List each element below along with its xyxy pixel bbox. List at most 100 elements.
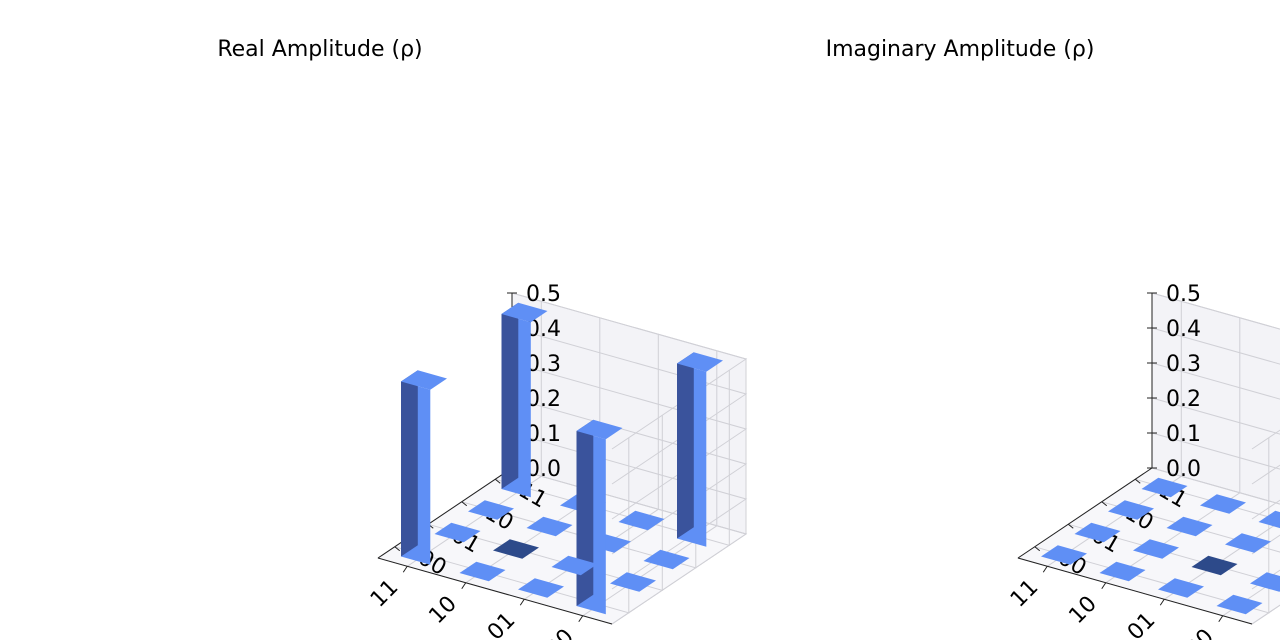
bar-top-face — [493, 539, 539, 559]
bar-11-10 — [468, 500, 514, 520]
bar-10-01 — [1133, 539, 1179, 559]
bar-top-face — [1108, 500, 1154, 520]
bar-top-face — [459, 561, 506, 582]
col-tick — [394, 546, 401, 552]
z-gridline — [1151, 467, 1280, 625]
bar-top-face — [1074, 522, 1121, 543]
row-tick — [1218, 615, 1224, 623]
z-tick-label: 0.1 — [526, 422, 561, 447]
bar-top-face — [401, 370, 447, 390]
z-tick-label: 0.3 — [1166, 352, 1201, 377]
bar-11-11 — [1141, 477, 1188, 498]
col-tick — [1034, 546, 1041, 552]
bar-00-00 — [1216, 594, 1263, 615]
bar-top-face — [434, 522, 481, 543]
bar-01-11 — [618, 510, 665, 531]
real-amplitude-chart: Real Amplitude (ρ) 0.00.10.20.30.40.5000… — [217, 37, 748, 640]
bar-top-face — [1133, 539, 1179, 559]
bar-side-face — [401, 370, 418, 557]
col-tick — [494, 478, 501, 484]
x-axis-line — [377, 557, 613, 625]
bar-side-face — [576, 419, 594, 606]
y-axis-line — [377, 467, 513, 559]
bar-11-01 — [1074, 522, 1121, 543]
bar-top-face — [1041, 545, 1087, 565]
z-gridline — [1151, 432, 1280, 590]
bar-side-face — [677, 352, 694, 539]
bar-top-face — [576, 419, 623, 440]
bar-10-01 — [493, 539, 539, 559]
row-tick — [402, 565, 408, 573]
z-gridline — [1151, 397, 1280, 555]
row-tick — [1159, 598, 1165, 606]
row-tick-label: 11 — [1006, 575, 1043, 612]
bar-01-11 — [1258, 510, 1280, 529]
bar-top-face — [1216, 594, 1263, 615]
col-tick — [1101, 501, 1108, 507]
chart-title-imag: Imaginary Amplitude (ρ) — [826, 37, 1095, 62]
row-tick — [519, 598, 525, 606]
z-tick-label: 0.2 — [1166, 387, 1201, 412]
bar-top-face — [518, 578, 564, 598]
bar-11-01 — [434, 522, 481, 543]
bar-top-face — [643, 549, 690, 570]
bar-00-01 — [610, 572, 656, 592]
bar-11-00 — [401, 370, 447, 565]
z-tick-label: 0.5 — [526, 282, 561, 307]
bar-top-face — [1141, 477, 1188, 498]
bar-01-01 — [1191, 555, 1238, 576]
bar-00-10 — [643, 549, 690, 570]
row-tick-label: 10 — [424, 591, 461, 628]
z-gridline — [511, 362, 748, 520]
z-tick-label: 0.5 — [1166, 282, 1201, 307]
z-gridline — [1151, 362, 1280, 520]
bar-top-face — [618, 510, 665, 531]
bar-top-face — [1099, 561, 1146, 582]
bar-top-face — [677, 352, 723, 372]
bar-top-face — [526, 516, 573, 537]
row-tick — [1042, 565, 1048, 573]
row-tick — [461, 582, 467, 590]
row-tick-label: 11 — [366, 575, 403, 612]
bar-side-face — [501, 302, 519, 489]
imaginary-amplitude-chart: Imaginary Amplitude (ρ) 0.0 0.1 0.2 0.3 0.4 0… — [826, 37, 1280, 640]
bar-01-01 — [551, 555, 598, 576]
z-tick-label: 0.0 — [1166, 457, 1201, 482]
z-tick-label: 0.0 — [526, 457, 561, 482]
bar-10-00 — [1099, 561, 1146, 582]
bar-01-10 — [1225, 533, 1271, 553]
bar-00-01 — [1250, 572, 1280, 592]
row-tick — [1101, 582, 1107, 590]
bar-01-00 — [518, 578, 564, 598]
bar-11-11 — [501, 302, 548, 498]
x-axis-line — [1017, 557, 1253, 625]
z-tick-label: 0.2 — [526, 387, 561, 412]
bar-top-face — [1158, 578, 1204, 598]
z-tick-label: 0.4 — [1166, 317, 1201, 342]
z-gridline — [1151, 292, 1280, 450]
chart-title-real: Real Amplitude (ρ) — [217, 37, 422, 62]
col-tick — [461, 501, 468, 507]
z-gridline — [511, 292, 748, 450]
bar-10-11 — [1200, 494, 1246, 514]
col-tick — [1067, 523, 1074, 529]
bar-top-face — [610, 572, 656, 592]
z-tick-label: 0.3 — [526, 352, 561, 377]
bar-10-00 — [459, 561, 506, 582]
bar-top-face — [1250, 572, 1280, 592]
bar-top-face — [1191, 555, 1238, 576]
bar-10-10 — [526, 516, 573, 537]
col-tick — [1134, 478, 1141, 484]
bar-top-face — [468, 500, 514, 520]
bar-top-face — [1258, 510, 1280, 529]
bar-11-10 — [1108, 500, 1154, 520]
bar-10-10 — [1166, 516, 1213, 537]
row-tick — [578, 615, 584, 623]
bar-01-00 — [1158, 578, 1204, 598]
row-tick-label: 01 — [483, 608, 520, 640]
z-gridline — [1151, 327, 1280, 485]
z-tick-label: 0.1 — [1166, 422, 1201, 447]
bar-top-face — [1200, 494, 1246, 514]
row-tick-label: 00 — [541, 624, 578, 640]
